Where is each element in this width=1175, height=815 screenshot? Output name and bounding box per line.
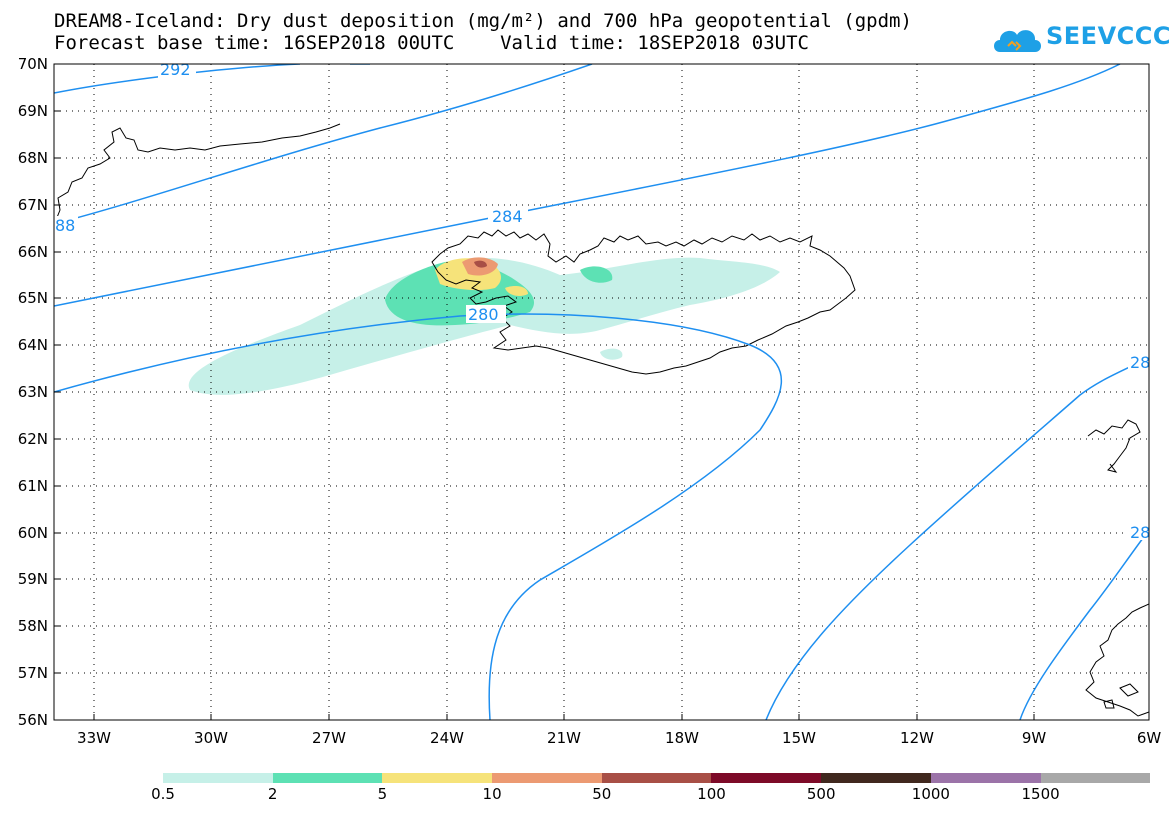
- geopotential-contours: [54, 64, 1149, 720]
- lat-label: 62N: [18, 430, 48, 448]
- lat-label: 57N: [18, 664, 48, 682]
- contour-284: [54, 64, 1121, 307]
- lat-label: 69N: [18, 102, 48, 120]
- contour-label-bg: [466, 305, 506, 323]
- contour-label-28-lower: 28: [1130, 523, 1150, 542]
- lat-label: 66N: [18, 243, 48, 261]
- longitude-labels: 33W 30W 27W 24W 21W 18W 15W 12W 9W 6W: [77, 729, 1161, 747]
- legend-label: 50: [592, 785, 612, 803]
- contour-292: [54, 64, 370, 94]
- lat-label: 68N: [18, 149, 48, 167]
- lon-label: 24W: [430, 729, 464, 747]
- graticule: [54, 64, 1149, 720]
- contour-288-east: [1019, 529, 1149, 720]
- contour-288: [54, 64, 593, 225]
- legend-swatch: [711, 773, 822, 783]
- lat-label: 58N: [18, 617, 48, 635]
- contour-label-88: 88: [55, 216, 75, 235]
- legend-swatch: [492, 773, 602, 783]
- axis-ticks: [54, 63, 1035, 720]
- lon-label: 6W: [1137, 729, 1162, 747]
- contour-label-284: 284: [492, 207, 523, 226]
- contour-label-bg: [54, 216, 78, 234]
- deposition-area-0.5: [188, 257, 780, 395]
- lon-label: 18W: [665, 729, 699, 747]
- lon-label: 30W: [194, 729, 228, 747]
- deposition-area-2-east: [580, 266, 613, 283]
- greenland-coast: [54, 123, 341, 226]
- lat-label: 60N: [18, 524, 48, 542]
- legend-swatch: [163, 773, 273, 783]
- legend-swatch: [1040, 773, 1151, 783]
- lat-label: 61N: [18, 477, 48, 495]
- contour-label-292: 292: [160, 60, 191, 79]
- faroe-coast: [1087, 419, 1141, 473]
- legend-colorbar: [163, 773, 1151, 783]
- legend-label: 5: [377, 785, 388, 803]
- contour-280-east: [765, 361, 1141, 720]
- chart-title-line-1: DREAM8-Iceland: Dry dust deposition (mg/…: [54, 10, 912, 32]
- contour-label-bg: [488, 206, 528, 224]
- lon-label: 33W: [77, 729, 111, 747]
- legend-label: 2: [267, 785, 278, 803]
- deposition-area-0.5-east: [600, 348, 623, 360]
- legend-swatch: [272, 773, 383, 783]
- lat-label: 67N: [18, 196, 48, 214]
- lat-label: 56N: [18, 711, 48, 729]
- lon-label: 21W: [547, 729, 581, 747]
- chart-title-line-2: Forecast base time: 16SEP2018 00UTC Vali…: [54, 32, 809, 54]
- lat-label: 64N: [18, 336, 48, 354]
- lon-label: 9W: [1022, 729, 1047, 747]
- lat-label: 59N: [18, 570, 48, 588]
- lat-label: 70N: [18, 55, 48, 73]
- legend-label: 1500: [1021, 785, 1060, 803]
- iceland-coast: [431, 229, 856, 375]
- cloud-icon: [994, 30, 1041, 52]
- lat-label: 63N: [18, 383, 48, 401]
- lon-label: 15W: [782, 729, 816, 747]
- lon-label: 27W: [312, 729, 346, 747]
- seevccc-logo: SEEVCCC: [990, 18, 1171, 58]
- contour-label-bg: [1128, 352, 1150, 370]
- logo-text: SEEVCCC: [1046, 22, 1171, 50]
- contour-label-280: 280: [468, 305, 499, 324]
- legend-swatch: [930, 773, 1041, 783]
- legend-label: 1000: [911, 785, 950, 803]
- scotland-coast: [1085, 603, 1149, 717]
- legend-swatch: [382, 773, 493, 783]
- coastlines: [54, 123, 1149, 717]
- contour-label-bg: [1128, 522, 1150, 540]
- legend-swatch: [601, 773, 712, 783]
- contour-label-28-upper: 28: [1130, 353, 1150, 372]
- deposition-area-5-b: [505, 286, 528, 296]
- contour-280: [54, 313, 782, 720]
- legend-label: 10: [482, 785, 502, 803]
- latitude-labels: 70N 69N 68N 67N 66N 65N 64N 63N 62N 61N …: [18, 55, 48, 729]
- lat-label: 65N: [18, 289, 48, 307]
- scotland-islands: [1103, 683, 1139, 709]
- legend-label: 0.5: [151, 785, 175, 803]
- lon-label: 12W: [900, 729, 934, 747]
- legend-label: 500: [806, 785, 836, 803]
- deposition-area-50: [474, 260, 487, 268]
- legend-label: 100: [697, 785, 726, 803]
- legend-swatch: [821, 773, 931, 783]
- dust-deposition-shading: [188, 257, 780, 395]
